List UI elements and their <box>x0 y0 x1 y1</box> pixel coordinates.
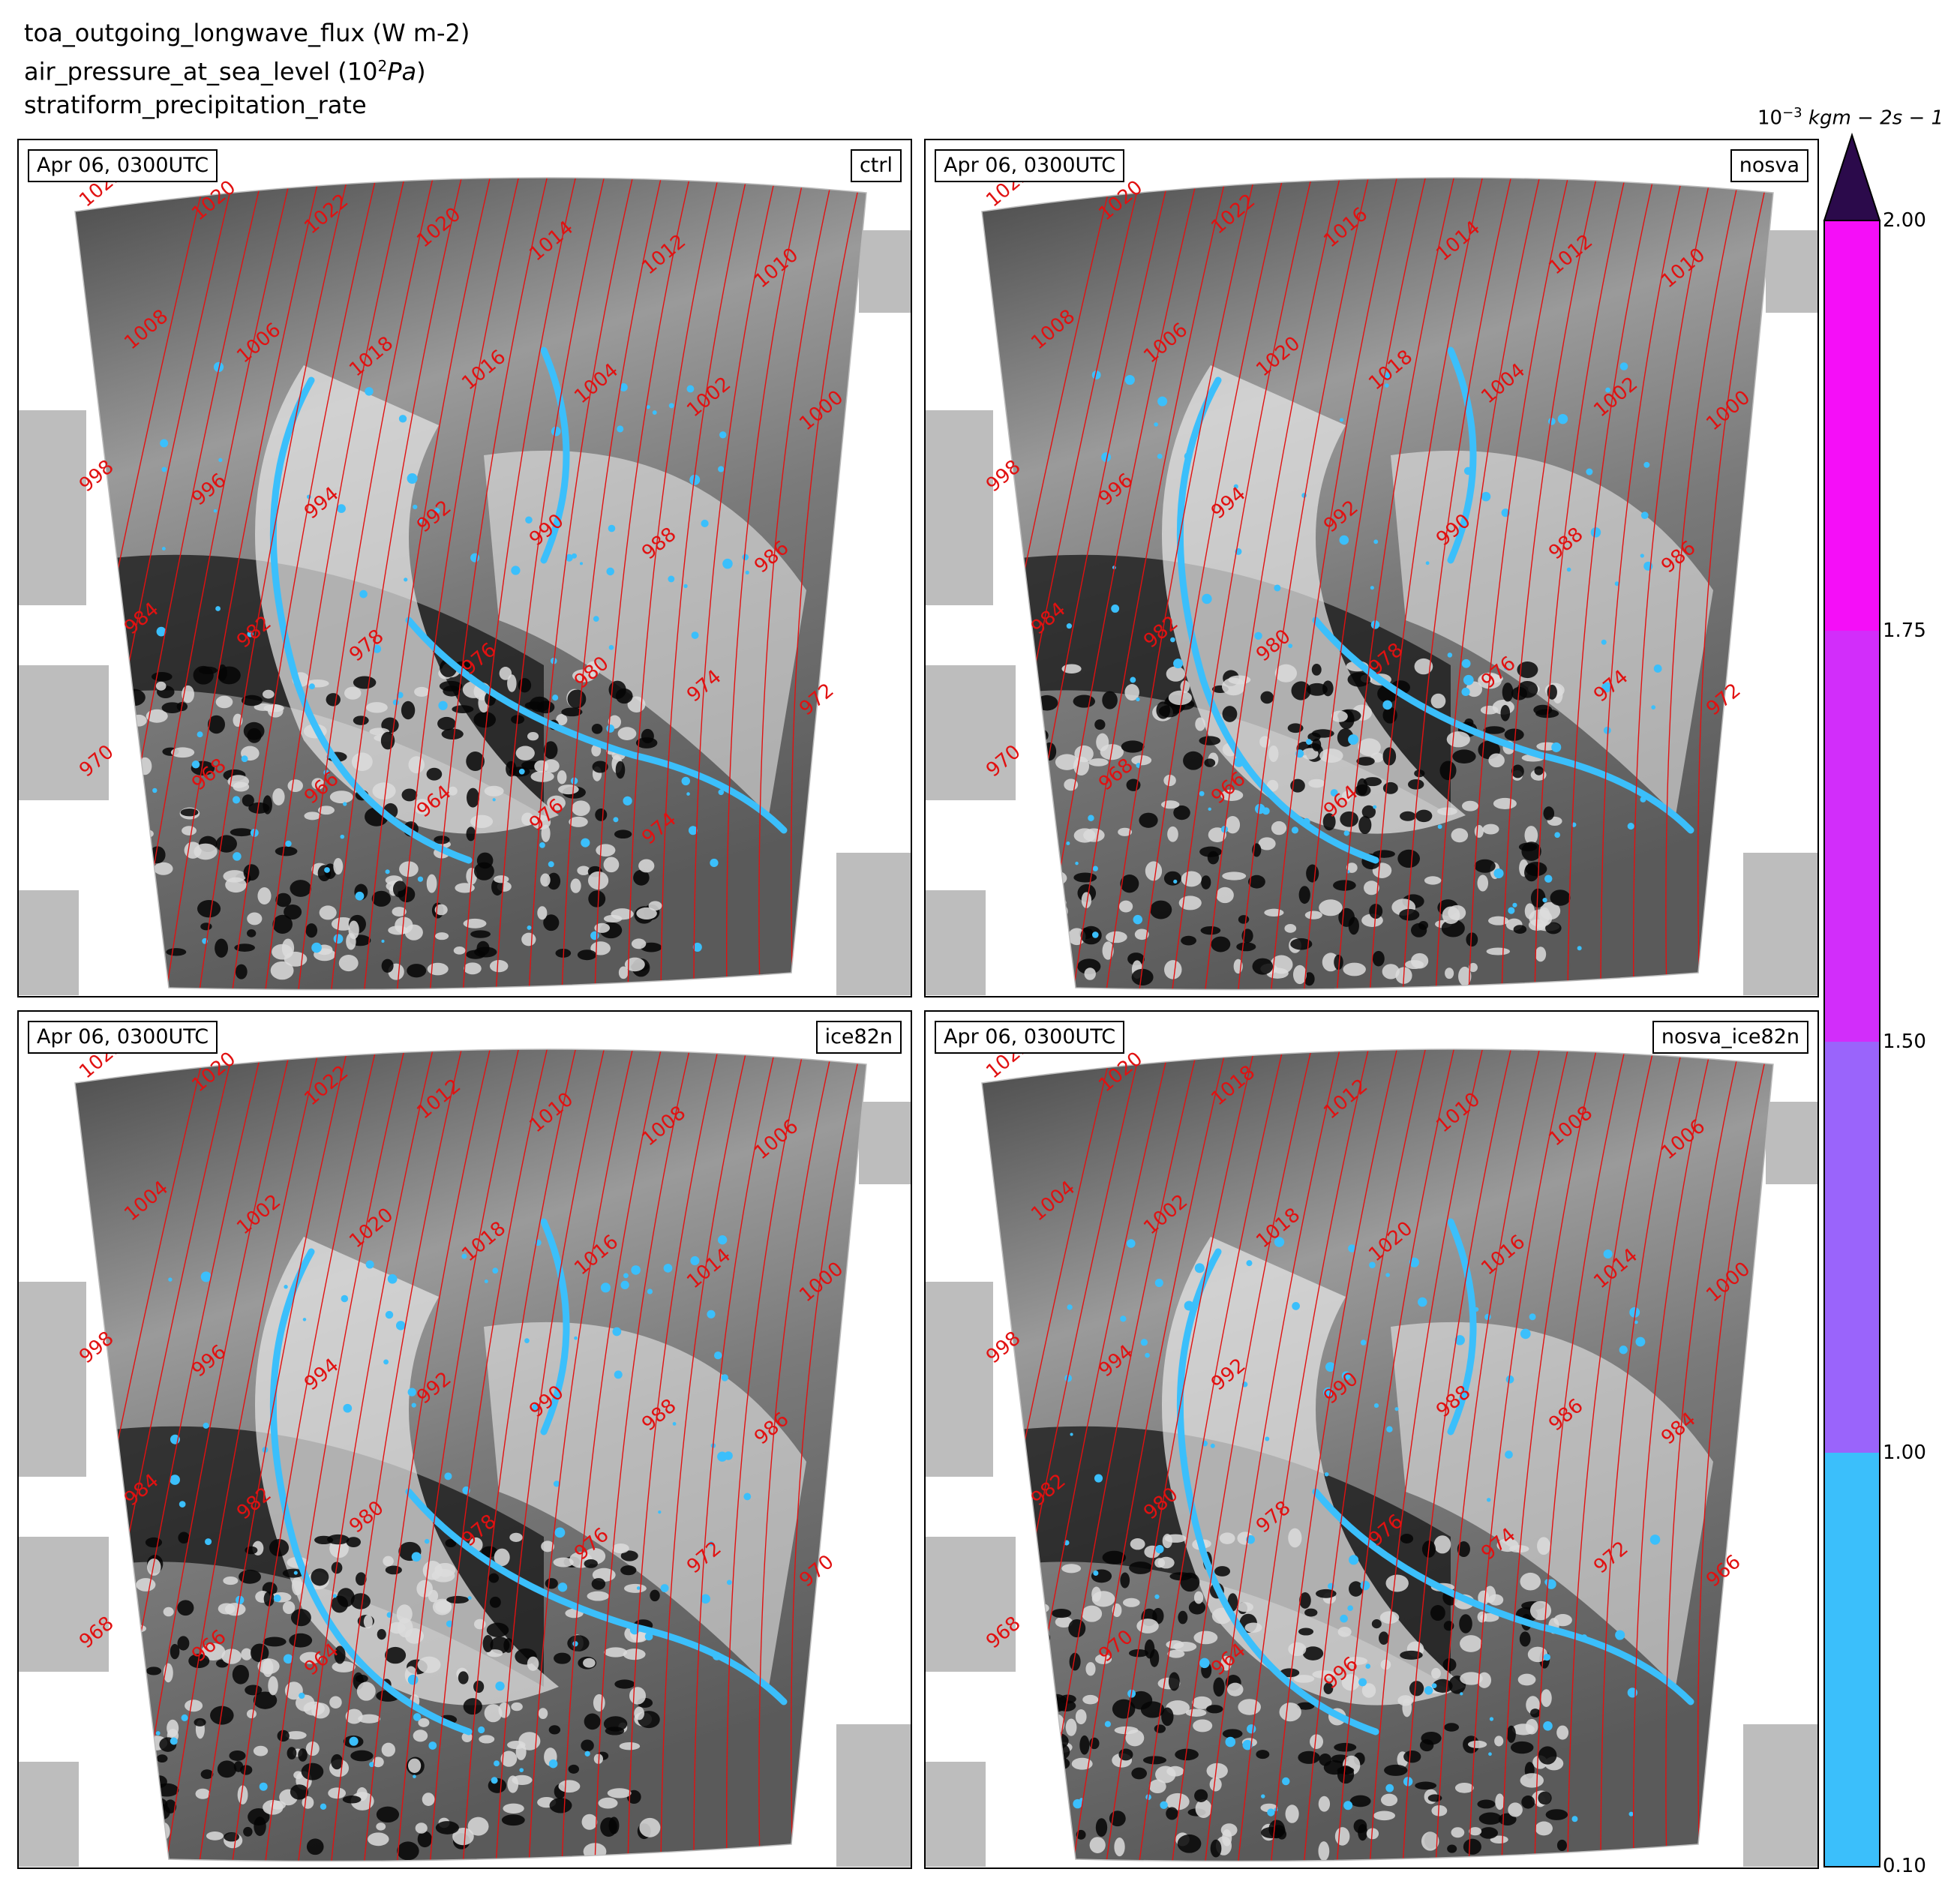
land-mask <box>926 230 1817 995</box>
isobars <box>982 178 1773 990</box>
olr-field <box>75 178 866 990</box>
convective-cells <box>1031 1528 1572 1862</box>
colorbar-tick-label: 1.75 <box>1883 620 1926 642</box>
title-mslp: air_pressure_at_sea_level (102Pa) <box>24 57 426 86</box>
date-label: Apr 06, 0300UTC <box>28 1021 218 1054</box>
experiment-label: ctrl <box>850 149 902 182</box>
precipitation-field <box>152 1218 788 1810</box>
cloud-swirl <box>255 1237 559 1706</box>
colorbar-tick-label: 0.10 <box>1883 1855 1926 1877</box>
cloud-shield <box>484 1322 806 1687</box>
experiment-label: nosva <box>1730 149 1808 182</box>
colorbar-tick-label: 1.00 <box>1883 1442 1926 1464</box>
olr-field <box>75 1049 866 1862</box>
colorbar-tick-label: 1.50 <box>1883 1030 1926 1053</box>
title-olr: toa_outgoing_longwave_flux (W m-2) <box>24 19 470 47</box>
map-panel-ice82n: 1022 1020 1022 1012 1010 1008 1006 1004 1002 1020… <box>17 1010 912 1869</box>
land-mask <box>19 1102 911 1867</box>
precipitation-field <box>1064 1218 1694 1822</box>
colorbar-segment-2 <box>1824 1042 1880 1453</box>
convective-cells <box>123 1532 661 1861</box>
colorbar-units: 10−3 kgm − 2s − 1 <box>1757 105 1944 130</box>
map-panel-ctrl: 1022 1020 1022 1020 1014 1012 1010 1008 1006 1018… <box>17 139 912 998</box>
cloud-swirl <box>1162 365 1466 834</box>
experiment-label: ice82n <box>815 1021 902 1054</box>
colorbar-extend-arrow <box>1823 132 1881 221</box>
title-precip: stratiform_precipitation_rate <box>24 90 367 119</box>
figure-title: toa_outgoing_longwave_flux (W m-2) air_p… <box>24 16 470 122</box>
colorbar-tick-label: 2.00 <box>1883 209 1926 232</box>
domain-outline <box>74 177 867 991</box>
cloud-swirl <box>1162 1237 1466 1706</box>
colorbar-frame <box>1823 220 1880 1868</box>
colorbar-segment-4 <box>1824 220 1880 631</box>
date-label: Apr 06, 0300UTC <box>28 149 218 182</box>
precipitation-field <box>152 346 788 953</box>
date-label: Apr 06, 0300UTC <box>935 1021 1125 1054</box>
experiment-label: nosva_ice82n <box>1652 1021 1808 1054</box>
domain-outline <box>981 177 1774 991</box>
colorbar <box>1823 132 1881 1868</box>
map-panel-nosva-ice82n: 1022 1020 1018 1012 1010 1008 1006 1004 1002 1018… <box>924 1010 1819 1869</box>
land-mask <box>19 230 911 995</box>
cloud-swirl <box>255 365 559 834</box>
date-label: Apr 06, 0300UTC <box>935 149 1125 182</box>
map-panel-nosva: 1022 1020 1022 1016 1014 1012 1010 1008 1006 1020… <box>924 139 1819 998</box>
olr-field <box>982 178 1773 990</box>
cloud-shield <box>1391 450 1713 815</box>
olr-field <box>982 1049 1773 1862</box>
domain-outline <box>981 1048 1774 1862</box>
domain-outline <box>74 1048 867 1862</box>
precipitation-field <box>1066 346 1694 951</box>
colorbar-segment-3 <box>1824 631 1880 1042</box>
land-mask <box>926 1102 1817 1867</box>
cloud-shield <box>1391 1322 1713 1687</box>
colorbar-segment-1 <box>1824 1453 1880 1867</box>
cloud-shield <box>484 450 806 815</box>
